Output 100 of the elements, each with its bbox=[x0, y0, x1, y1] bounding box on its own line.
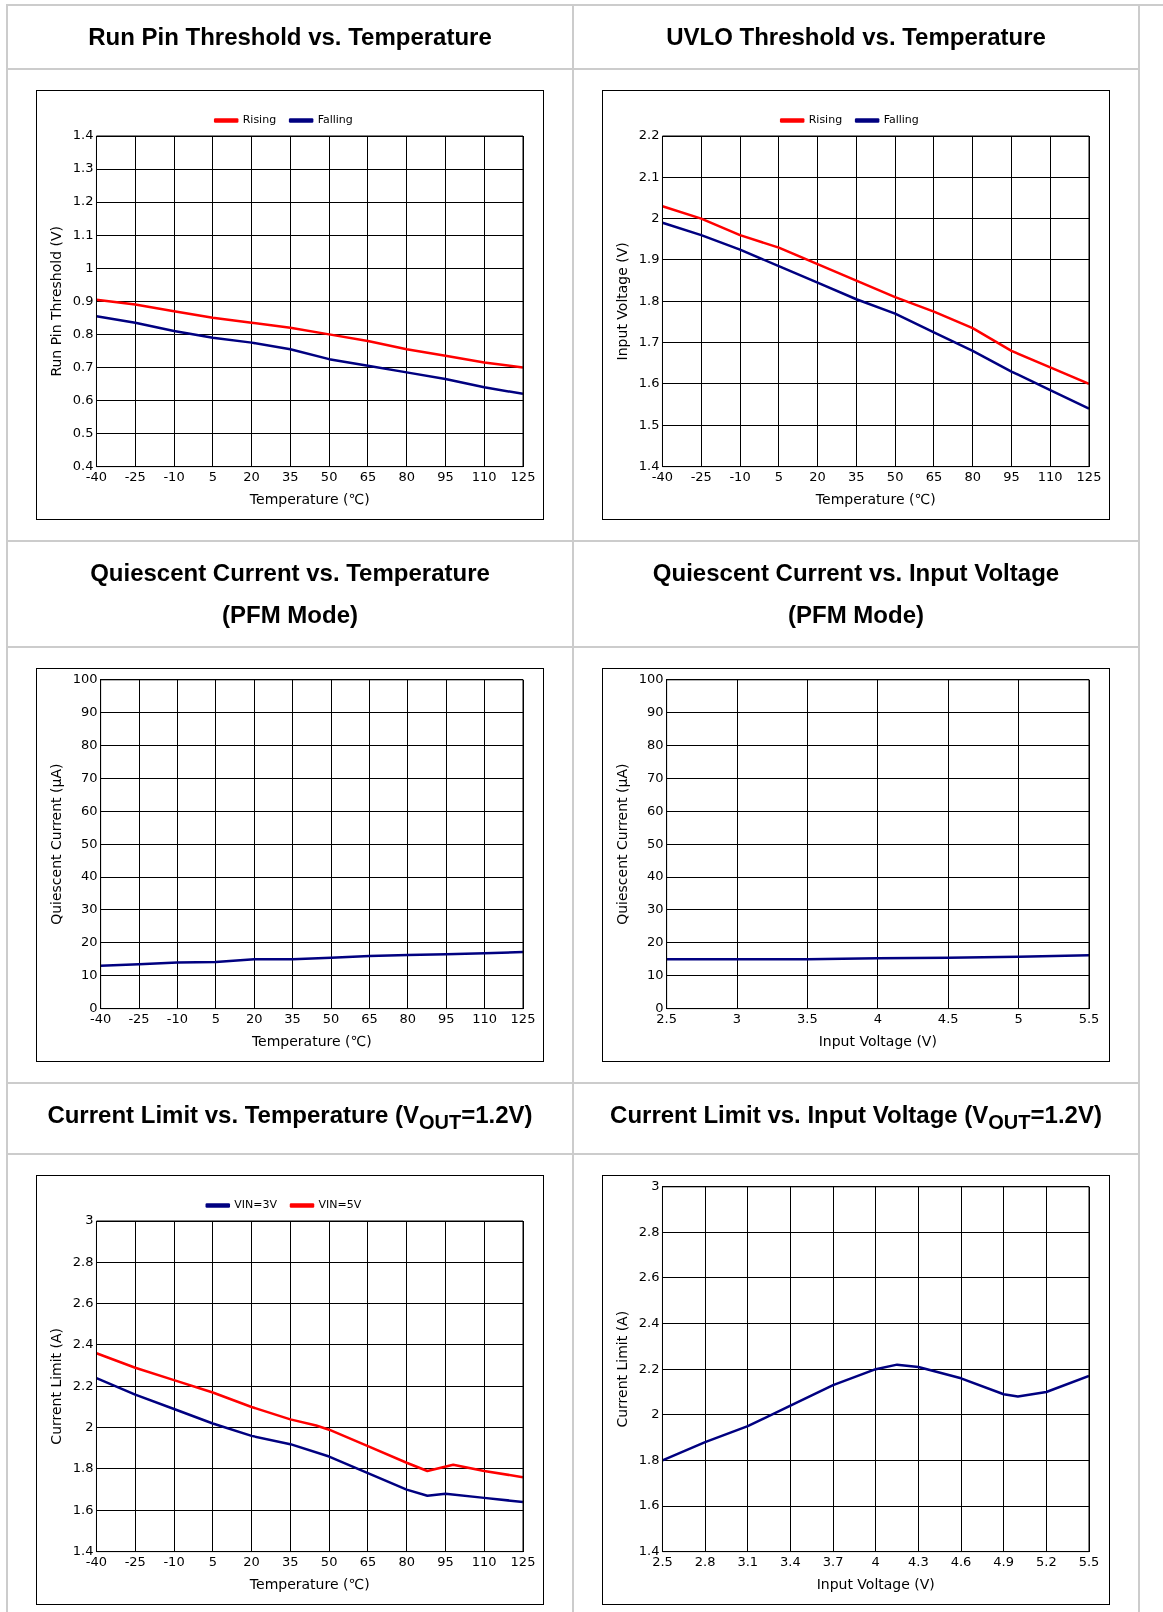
y-tick-label: 1.9 bbox=[638, 251, 660, 267]
y-tick-label: 0.5 bbox=[72, 424, 94, 440]
y-tick-label: 90 bbox=[647, 704, 664, 720]
x-tick-label: 95 bbox=[1003, 468, 1020, 484]
x-tick-label: 3 bbox=[732, 1010, 742, 1026]
x-tick-label: 3.7 bbox=[822, 1553, 844, 1569]
y-tick-label: 70 bbox=[81, 769, 98, 785]
x-tick-label: 35 bbox=[284, 1010, 301, 1026]
y-tick-label: 1.6 bbox=[72, 1501, 94, 1517]
y-tick-label: 1.2 bbox=[72, 193, 94, 209]
x-tick-label: -25 bbox=[124, 468, 146, 484]
x-tick-label: 3.4 bbox=[780, 1553, 801, 1569]
y-tick-label: 90 bbox=[81, 704, 98, 720]
x-tick-label: 5 bbox=[1014, 1010, 1023, 1026]
x-tick-label: 80 bbox=[399, 1010, 417, 1026]
x-tick-label: 20 bbox=[809, 468, 826, 484]
x-tick-label: 2.8 bbox=[694, 1553, 716, 1569]
x-tick-label: -10 bbox=[729, 468, 751, 484]
legend-label: Falling bbox=[317, 113, 353, 127]
y-tick-label: 0.9 bbox=[72, 292, 94, 308]
x-axis-title: Temperature (℃) bbox=[250, 1033, 372, 1050]
y-tick-label: 20 bbox=[81, 934, 98, 950]
y-tick-label: 0 bbox=[89, 999, 98, 1015]
x-tick-label: 4.6 bbox=[950, 1553, 972, 1569]
y-tick-label: 0.6 bbox=[72, 391, 94, 407]
x-axis-title: Input Voltage (V) bbox=[816, 1576, 935, 1593]
x-tick-label: 35 bbox=[282, 1553, 299, 1569]
y-tick-label: 50 bbox=[81, 835, 98, 851]
x-tick-label: 80 bbox=[964, 468, 981, 484]
y-tick-label: 1 bbox=[85, 259, 94, 275]
y-axis-title: Quiescent Current (μA) bbox=[48, 763, 65, 925]
x-tick-label: -25 bbox=[128, 1010, 150, 1026]
x-tick-label: 95 bbox=[437, 1010, 455, 1026]
x-axis-title: Input Voltage (V) bbox=[818, 1033, 937, 1050]
x-tick-label: 125 bbox=[510, 1010, 536, 1026]
x-tick-label: 4.3 bbox=[908, 1553, 929, 1569]
y-tick-label: 3 bbox=[651, 1177, 660, 1193]
chart-title: Quiescent Current vs. Temperature bbox=[89, 558, 491, 588]
legend-label: VIN=3V bbox=[234, 1198, 278, 1212]
y-tick-label: 3 bbox=[85, 1212, 94, 1228]
y-tick-label: 0.7 bbox=[72, 358, 94, 374]
x-tick-label: 5 bbox=[211, 1010, 220, 1026]
y-tick-label: 2 bbox=[85, 1418, 94, 1434]
y-tick-label: 2.2 bbox=[638, 127, 660, 143]
x-tick-label: 50 bbox=[320, 468, 338, 484]
x-tick-label: 65 bbox=[359, 1553, 377, 1569]
y-tick-label: 80 bbox=[81, 736, 98, 752]
x-tick-label: -10 bbox=[166, 1010, 189, 1026]
y-tick-label: 80 bbox=[647, 736, 664, 752]
x-tick-label: 5.2 bbox=[1036, 1553, 1057, 1569]
x-tick-label: 4 bbox=[871, 1553, 880, 1569]
x-axis-title: Temperature (℃) bbox=[248, 491, 370, 508]
x-tick-label: 5 bbox=[208, 468, 217, 484]
y-tick-label: 1.7 bbox=[638, 334, 660, 349]
x-tick-label: 4.9 bbox=[993, 1553, 1015, 1569]
x-tick-label: 95 bbox=[437, 468, 454, 484]
y-tick-label: 60 bbox=[81, 802, 98, 818]
y-tick-label: 100 bbox=[638, 671, 664, 687]
y-tick-label: 10 bbox=[81, 967, 98, 983]
y-tick-label: 30 bbox=[81, 901, 98, 917]
x-tick-label: 3.1 bbox=[737, 1553, 759, 1569]
x-tick-label: 125 bbox=[510, 468, 536, 484]
y-tick-label: 2.4 bbox=[638, 1314, 660, 1330]
y-tick-label: 1.3 bbox=[72, 160, 94, 176]
x-tick-label: 3.5 bbox=[797, 1010, 818, 1026]
y-axis-title: Current Limit (A) bbox=[614, 1310, 631, 1428]
y-tick-label: 30 bbox=[647, 901, 664, 917]
x-tick-label: 4.5 bbox=[937, 1010, 959, 1026]
x-tick-label: 50 bbox=[886, 468, 904, 484]
y-tick-label: 40 bbox=[81, 868, 98, 884]
x-tick-label: 5.5 bbox=[1078, 1553, 1100, 1569]
y-tick-label: 2.2 bbox=[72, 1377, 94, 1393]
x-tick-label: -10 bbox=[163, 1553, 185, 1569]
x-tick-label: 65 bbox=[925, 468, 943, 484]
y-tick-label: 70 bbox=[647, 769, 664, 785]
y-tick-label: 2.1 bbox=[638, 168, 660, 184]
x-tick-label: 65 bbox=[361, 1010, 378, 1026]
x-tick-label: 5.5 bbox=[1078, 1010, 1100, 1026]
y-tick-label: 2 bbox=[651, 1405, 660, 1421]
y-tick-label: 1.8 bbox=[72, 1460, 94, 1476]
x-tick-label: 80 bbox=[398, 468, 415, 484]
x-tick-label: 80 bbox=[398, 1553, 415, 1569]
legend-label: Rising bbox=[242, 113, 277, 127]
y-tick-label: 1.8 bbox=[638, 1451, 660, 1467]
chart-title: Run Pin Threshold vs. Temperature bbox=[87, 22, 493, 52]
y-tick-label: 60 bbox=[647, 802, 664, 818]
x-axis-title: Temperature (℃) bbox=[814, 491, 936, 508]
x-tick-label: 110 bbox=[1037, 468, 1063, 484]
legend-label: Rising bbox=[808, 113, 843, 127]
y-tick-label: 1.6 bbox=[638, 1497, 660, 1513]
y-tick-label: 0 bbox=[655, 999, 664, 1015]
y-tick-label: 2.6 bbox=[72, 1294, 94, 1310]
y-tick-label: 20 bbox=[647, 934, 664, 950]
x-tick-label: 35 bbox=[848, 468, 865, 484]
x-tick-label: 4 bbox=[873, 1010, 882, 1026]
x-tick-label: -10 bbox=[163, 468, 185, 484]
y-axis-title: Current Limit (A) bbox=[48, 1327, 65, 1445]
y-tick-label: 2.8 bbox=[638, 1223, 660, 1239]
y-tick-label: 2.6 bbox=[638, 1269, 660, 1285]
y-tick-label: 2 bbox=[651, 210, 660, 226]
